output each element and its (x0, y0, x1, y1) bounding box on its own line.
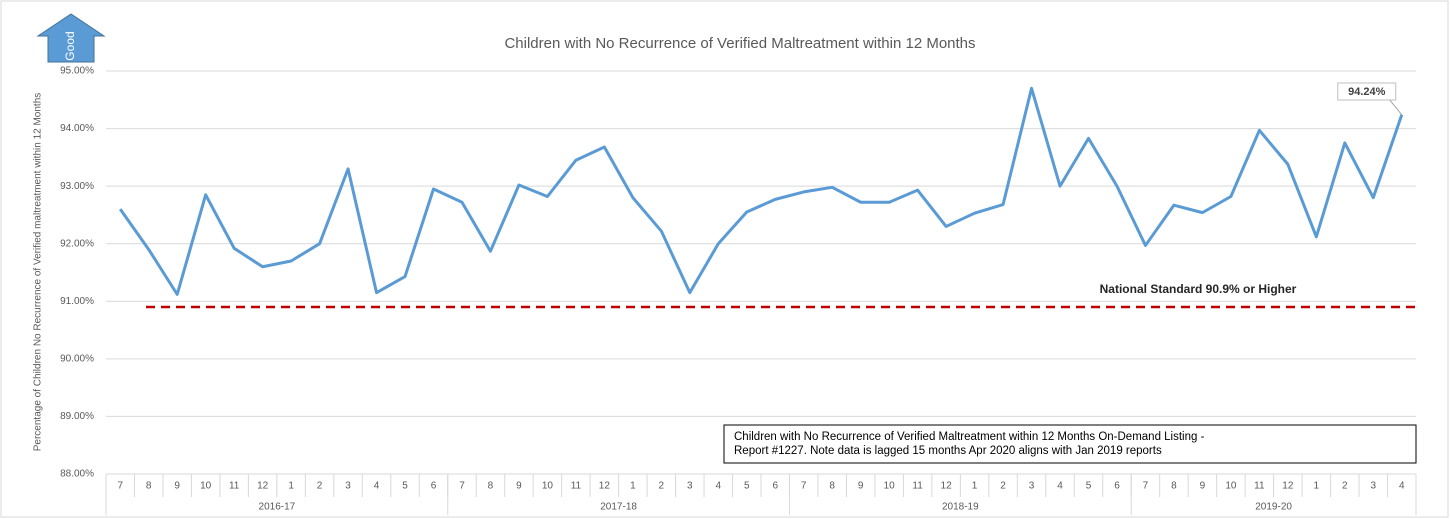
x-tick-label: 6 (1114, 481, 1120, 492)
y-tick-label: 94.00% (60, 123, 94, 134)
note-text: Report #1227. Note data is lagged 15 mon… (734, 445, 1162, 457)
good-label: Good (63, 31, 77, 60)
x-tick-label: 3 (1029, 481, 1035, 492)
data-label: 94.24% (1348, 86, 1386, 98)
y-tick-label: 93.00% (60, 181, 94, 192)
good-arrow (36, 13, 106, 63)
y-tick-label: 90.00% (60, 353, 94, 364)
x-tick-label: 11 (1254, 481, 1265, 492)
x-tick-label: 3 (345, 481, 351, 492)
x-tick-label: 11 (229, 481, 240, 492)
x-tick-label: 12 (257, 481, 269, 492)
x-tick-label: 2 (317, 481, 323, 492)
x-tick-label: 1 (1314, 481, 1320, 492)
x-tick-label: 7 (801, 481, 807, 492)
y-tick-label: 91.00% (60, 296, 94, 307)
x-tick-label: 1 (972, 481, 978, 492)
x-tick-label: 10 (200, 481, 212, 492)
x-tick-label: 11 (912, 481, 923, 492)
x-tick-label: 8 (1171, 481, 1177, 492)
x-tick-label: 10 (1225, 481, 1237, 492)
x-tick-label: 3 (687, 481, 693, 492)
group-label: 2018-19 (942, 502, 979, 513)
x-tick-label: 7 (1143, 481, 1149, 492)
y-axis-label: Percentage of Children No Recurrence of … (33, 93, 44, 452)
y-tick-label: 88.00% (60, 469, 94, 480)
x-tick-label: 6 (431, 481, 437, 492)
data-line (119, 86, 1404, 296)
x-tick-label: 12 (1282, 481, 1294, 492)
x-tick-label: 2 (659, 481, 665, 492)
chart-title: Children with No Recurrence of Verified … (504, 35, 975, 52)
x-tick-label: 5 (744, 481, 750, 492)
x-tick-label: 9 (516, 481, 522, 492)
label-leader (1389, 99, 1403, 116)
x-tick-label: 4 (1057, 481, 1063, 492)
x-tick-label: 12 (599, 481, 611, 492)
x-tick-label: 2 (1000, 481, 1006, 492)
x-tick-label: 5 (402, 481, 408, 492)
x-tick-label: 7 (117, 481, 123, 492)
note-box (723, 424, 1417, 464)
x-tick-label: 2 (1342, 481, 1348, 492)
group-label: 2016-17 (259, 502, 296, 513)
x-tick-label: 8 (488, 481, 494, 492)
y-tick-label: 89.00% (60, 411, 94, 422)
x-tick-label: 4 (374, 481, 380, 492)
x-tick-label: 9 (1200, 481, 1206, 492)
x-tick-label: 10 (542, 481, 554, 492)
note-text: Children with No Recurrence of Verified … (734, 431, 1205, 443)
x-tick-label: 4 (716, 481, 722, 492)
y-tick-label: 95.00% (60, 66, 94, 77)
x-tick-label: 8 (829, 481, 835, 492)
x-tick-label: 9 (858, 481, 864, 492)
x-tick-label: 3 (1371, 481, 1377, 492)
x-tick-label: 1 (288, 481, 294, 492)
x-tick-label: 10 (884, 481, 896, 492)
x-tick-label: 11 (571, 481, 582, 492)
x-tick-label: 4 (1399, 481, 1405, 492)
label-box (1337, 82, 1397, 101)
x-tick-label: 1 (630, 481, 636, 492)
x-tick-label: 9 (174, 481, 180, 492)
x-tick-label: 6 (772, 481, 778, 492)
x-tick-label: 12 (941, 481, 953, 492)
x-tick-label: 8 (146, 481, 152, 492)
group-label: 2017-18 (600, 502, 637, 513)
reference-label: National Standard 90.9% or Higher (1100, 282, 1297, 296)
x-tick-label: 7 (459, 481, 465, 492)
y-tick-label: 92.00% (60, 238, 94, 249)
group-label: 2019-20 (1255, 502, 1292, 513)
x-tick-label: 5 (1086, 481, 1092, 492)
